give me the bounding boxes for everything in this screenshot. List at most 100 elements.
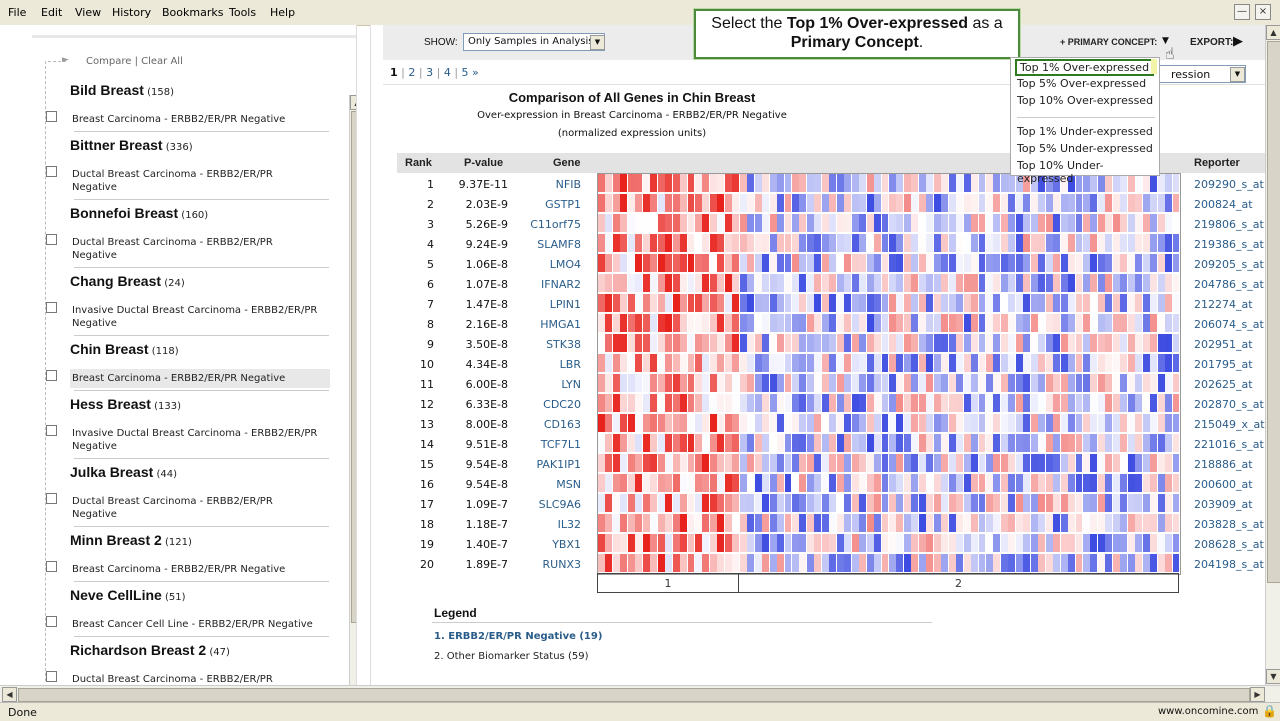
scroll-thumb[interactable] xyxy=(1267,41,1280,583)
dataset-item[interactable]: Bild Breast (158) Breast Carcinoma - ERBB… xyxy=(70,82,330,129)
reporter-link[interactable]: 202625_at xyxy=(1194,378,1253,391)
reporter-link[interactable]: 203909_at xyxy=(1194,498,1253,511)
dataset-checkbox[interactable] xyxy=(46,493,57,504)
gene-link[interactable]: HMGA1 xyxy=(540,318,581,331)
gene-link[interactable]: YBX1 xyxy=(552,538,581,551)
reporter-link[interactable]: 218886_at xyxy=(1194,458,1253,471)
gene-link[interactable]: CD163 xyxy=(543,418,581,431)
legend-item-1[interactable]: 1. ERBB2/ER/PR Negative (19) xyxy=(434,631,603,642)
scroll-thumb[interactable] xyxy=(351,111,356,623)
dataset-name[interactable]: Bittner Breast (336) xyxy=(70,137,330,153)
gene-link[interactable]: LYN xyxy=(561,378,581,391)
reporter-link[interactable]: 209205_s_at xyxy=(1194,258,1264,271)
gene-link[interactable]: RUNX3 xyxy=(542,558,581,571)
reporter-link[interactable]: 204198_s_at xyxy=(1194,558,1264,571)
dataset-name[interactable]: Minn Breast 2 (121) xyxy=(70,532,330,548)
concept-select[interactable]: ression ▼ xyxy=(1158,65,1246,83)
reporter-link[interactable]: 212274_at xyxy=(1194,298,1253,311)
dataset-item[interactable]: Chang Breast (24) Invasive Ductal Breast … xyxy=(70,273,330,333)
scroll-down-button[interactable]: ▼ xyxy=(1266,669,1280,684)
dataset-checkbox[interactable] xyxy=(46,370,57,381)
reporter-link[interactable]: 202870_s_at xyxy=(1194,398,1264,411)
reporter-link[interactable]: 200824_at xyxy=(1194,198,1253,211)
menu-history[interactable]: History xyxy=(112,6,152,19)
dataset-item[interactable]: Bittner Breast (336) Ductal Breast Carcin… xyxy=(70,137,330,197)
dataset-item[interactable]: Julka Breast (44) Ductal Breast Carcinoma… xyxy=(70,464,330,524)
dataset-description[interactable]: Breast Carcinoma - ERBB2/ER/PR Negative xyxy=(70,560,330,579)
gene-link[interactable]: GSTP1 xyxy=(545,198,581,211)
menu-edit[interactable]: Edit xyxy=(41,6,63,19)
reporter-link[interactable]: 208628_s_at xyxy=(1194,538,1264,551)
dataset-name[interactable]: Neve CellLine (51) xyxy=(70,587,330,603)
main-scrollbar[interactable]: ▲ ▼ xyxy=(1265,25,1280,685)
scroll-up-button[interactable]: ▲ xyxy=(1266,25,1280,40)
dataset-item[interactable]: Bonnefoi Breast (160) Ductal Breast Carci… xyxy=(70,205,330,265)
menu-file[interactable]: File xyxy=(8,6,27,19)
dataset-checkbox[interactable] xyxy=(46,616,57,627)
scroll-left-button[interactable]: ◀ xyxy=(2,687,17,702)
dataset-name[interactable]: Bild Breast (158) xyxy=(70,82,330,98)
menu-option-top1-under[interactable]: Top 1% Under-expressed xyxy=(1017,125,1153,138)
reporter-link[interactable]: 203828_s_at xyxy=(1194,518,1264,531)
dataset-description[interactable]: Invasive Ductal Breast Carcinoma - ERBB2… xyxy=(70,301,330,333)
dataset-description[interactable]: Breast Cancer Cell Line - ERBB2/ER/PR Ne… xyxy=(70,615,330,634)
reporter-link[interactable]: 219386_s_at xyxy=(1194,238,1264,251)
dataset-checkbox[interactable] xyxy=(46,671,57,682)
dataset-item[interactable]: Neve CellLine (51) Breast Cancer Cell Lin… xyxy=(70,587,330,634)
dataset-name[interactable]: Bonnefoi Breast (160) xyxy=(70,205,330,221)
page-4[interactable]: 4 xyxy=(443,66,451,79)
reporter-link[interactable]: 206074_s_at xyxy=(1194,318,1264,331)
reporter-link[interactable]: 209290_s_at xyxy=(1194,178,1264,191)
menu-help[interactable]: Help xyxy=(270,6,296,19)
legend-item-2[interactable]: 2. Other Biomarker Status (59) xyxy=(434,651,589,662)
dataset-description[interactable]: Ductal Breast Carcinoma - ERBB2/ER/PR Neg… xyxy=(70,492,330,524)
gene-link[interactable]: IL32 xyxy=(557,518,581,531)
dataset-title[interactable]: Bild Breast xyxy=(70,82,144,98)
gene-link[interactable]: SLAMF8 xyxy=(537,238,581,251)
page-1[interactable]: 1 xyxy=(390,66,398,79)
menu-bookmarks[interactable]: Bookmarks xyxy=(162,6,224,19)
dataset-title[interactable]: Hess Breast xyxy=(70,396,151,412)
dataset-title[interactable]: Chang Breast xyxy=(70,273,162,289)
gene-link[interactable]: LPIN1 xyxy=(549,298,581,311)
menu-option-top1-over[interactable]: Top 1% Over-expressed xyxy=(1015,59,1155,76)
dataset-item[interactable]: Hess Breast (133) Invasive Ductal Breast … xyxy=(70,396,330,456)
menu-tools[interactable]: Tools xyxy=(229,6,257,19)
gene-link[interactable]: CDC20 xyxy=(543,398,581,411)
primary-concept-dropdown-icon[interactable]: ▼ xyxy=(1162,36,1169,46)
dataset-title[interactable]: Neve CellLine xyxy=(70,587,162,603)
gene-link[interactable]: LMO4 xyxy=(549,258,581,271)
dataset-checkbox[interactable] xyxy=(46,166,57,177)
compare-link[interactable]: Compare xyxy=(86,56,132,67)
dataset-title[interactable]: Bittner Breast xyxy=(70,137,163,153)
dataset-name[interactable]: Richardson Breast 2 (47) xyxy=(70,642,330,658)
scroll-up-button[interactable]: ▲ xyxy=(350,95,356,110)
minimize-button[interactable]: — xyxy=(1234,4,1250,20)
scroll-right-button[interactable]: ▶ xyxy=(1250,687,1265,702)
reporter-link[interactable]: 201795_at xyxy=(1194,358,1253,371)
dataset-title[interactable]: Bonnefoi Breast xyxy=(70,205,179,221)
reporter-link[interactable]: 219806_s_at xyxy=(1194,218,1264,231)
page-2[interactable]: 2 xyxy=(408,66,416,79)
reporter-link[interactable]: 221016_s_at xyxy=(1194,438,1264,451)
dataset-description[interactable]: Breast Carcinoma - ERBB2/ER/PR Negative xyxy=(70,369,330,388)
gene-link[interactable]: TCF7L1 xyxy=(540,438,581,451)
hscroll-thumb[interactable] xyxy=(18,688,1250,702)
dataset-description[interactable]: Ductal Breast Carcinoma - ERBB2/ER/PR Neg… xyxy=(70,165,330,197)
dataset-item[interactable]: Minn Breast 2 (121) Breast Carcinoma - ER… xyxy=(70,532,330,579)
menu-option-top5-under[interactable]: Top 5% Under-expressed xyxy=(1017,142,1153,155)
gene-link[interactable]: SLC9A6 xyxy=(538,498,581,511)
reporter-link[interactable]: 215049_x_at xyxy=(1194,418,1265,431)
horizontal-scrollbar[interactable]: ◀ ▶ xyxy=(0,685,1280,703)
dataset-title[interactable]: Julka Breast xyxy=(70,464,154,480)
gene-link[interactable]: NFIB xyxy=(555,178,581,191)
dataset-checkbox[interactable] xyxy=(46,561,57,572)
dataset-description[interactable]: Invasive Ductal Breast Carcinoma - ERBB2… xyxy=(70,424,330,456)
gene-link[interactable]: PAK1IP1 xyxy=(536,458,581,471)
dataset-name[interactable]: Chang Breast (24) xyxy=(70,273,330,289)
gene-link[interactable]: MSN xyxy=(556,478,581,491)
reporter-link[interactable]: 204786_s_at xyxy=(1194,278,1264,291)
dataset-title[interactable]: Minn Breast 2 xyxy=(70,532,162,548)
close-button[interactable]: × xyxy=(1255,4,1271,20)
export-label[interactable]: EXPORT: xyxy=(1190,37,1234,48)
